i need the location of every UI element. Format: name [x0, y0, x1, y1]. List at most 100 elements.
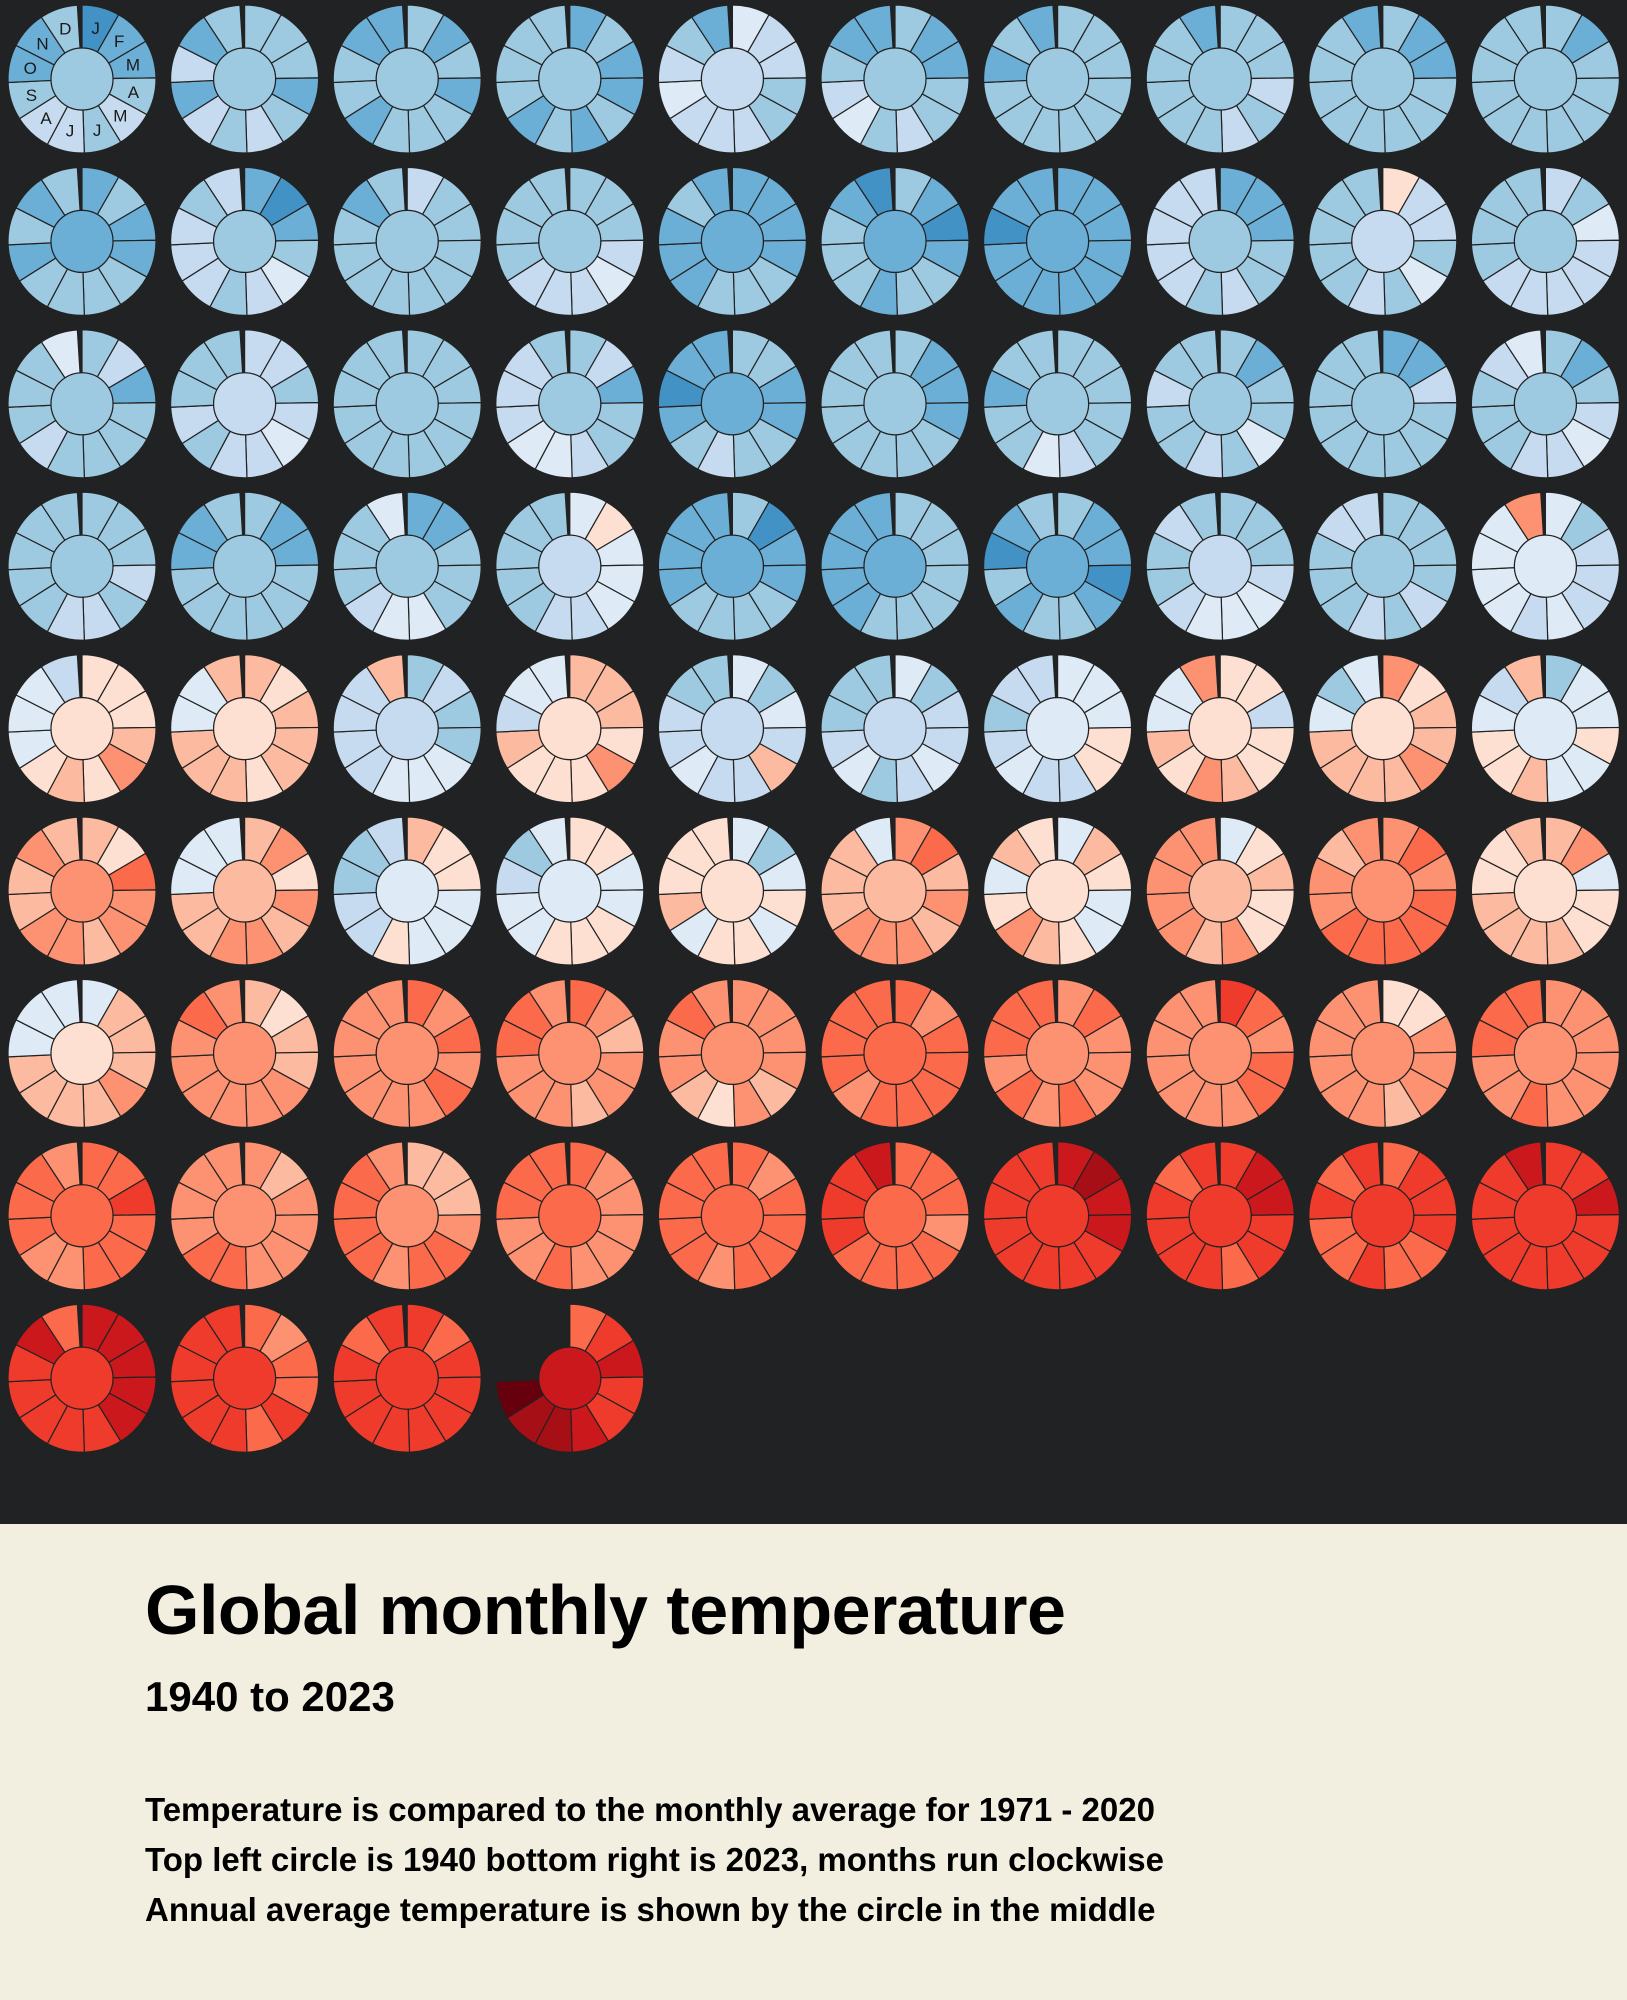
year-circle-1981	[170, 653, 320, 804]
year-circle-2022	[332, 1303, 482, 1453]
year-circle-1952	[332, 166, 482, 316]
year-circle-1960	[7, 329, 157, 479]
annual-center-1985	[863, 696, 927, 761]
month-label: J	[66, 122, 75, 141]
year-circle-1971	[170, 491, 320, 641]
annual-center-1952	[375, 209, 439, 273]
year-circle-1977	[1145, 491, 1295, 641]
year-circle-1994	[657, 816, 808, 966]
annual-center-2005	[863, 1021, 927, 1086]
month-label: D	[59, 20, 71, 39]
annual-center-1980	[50, 696, 114, 761]
annual-center-1976	[1025, 534, 1090, 598]
annual-center-2006	[1025, 1021, 1090, 1086]
annual-center-2018	[1351, 1184, 1415, 1248]
annual-center-1968	[1351, 372, 1415, 436]
annual-center-2004	[700, 1021, 765, 1086]
annual-center-2021	[213, 1346, 277, 1410]
year-circle-2007	[1145, 978, 1295, 1128]
annual-center-2011	[213, 1184, 277, 1248]
year-circle-1997	[1145, 816, 1295, 966]
month-label: F	[114, 32, 124, 51]
annual-center-1948	[1351, 47, 1415, 111]
annual-center-1964	[700, 372, 765, 436]
year-circle-1972	[332, 491, 482, 641]
year-circle-2020	[7, 1303, 157, 1453]
year-circle-2010	[7, 1141, 157, 1291]
annual-center-1975	[863, 534, 927, 598]
year-circle-1989	[1470, 653, 1620, 804]
year-circle-1941	[170, 4, 320, 154]
annual-center-1953	[538, 209, 602, 273]
year-circle-2015	[820, 1141, 970, 1291]
year-circle-1961	[170, 329, 320, 479]
annual-center-1941	[213, 47, 277, 111]
year-circle-1942	[332, 4, 482, 154]
annual-center-1992	[375, 859, 439, 923]
annual-center-1995	[863, 859, 927, 923]
annual-center-2001	[213, 1021, 277, 1086]
year-circle-2016	[983, 1141, 1133, 1291]
annual-center-2019	[1513, 1184, 1578, 1248]
note-layout: Top left circle is 1940 bottom right is …	[145, 1841, 1165, 1878]
year-circle-1962	[332, 329, 482, 479]
year-circle-2004	[657, 978, 808, 1128]
year-circle-2005	[820, 978, 970, 1128]
annual-center-2020	[50, 1346, 114, 1410]
annual-center-1963	[538, 372, 602, 436]
year-circle-1986	[983, 653, 1133, 804]
annual-center-1990	[50, 859, 114, 923]
annual-center-1982	[375, 696, 439, 761]
month-label: A	[40, 109, 52, 128]
year-circle-1979	[1470, 491, 1620, 641]
annual-center-1979	[1513, 534, 1578, 598]
annual-center-1961	[213, 372, 277, 436]
annual-center-1987	[1188, 696, 1252, 761]
annual-center-1981	[213, 696, 277, 761]
annual-center-1965	[863, 372, 927, 436]
year-circle-2014	[657, 1141, 808, 1291]
annual-center-1957	[1188, 209, 1252, 273]
annual-center-1950	[50, 209, 114, 273]
annual-center-1947	[1188, 47, 1252, 111]
annual-center-1970	[50, 534, 114, 598]
annual-center-1984	[700, 696, 765, 761]
annual-center-2010	[50, 1184, 114, 1248]
year-circle-1998	[1308, 816, 1458, 966]
annual-center-1940	[50, 47, 114, 111]
year-circle-1956	[983, 166, 1133, 316]
annual-center-1955	[863, 209, 927, 273]
annual-center-2022	[375, 1346, 439, 1410]
annual-center-1998	[1351, 859, 1415, 923]
annual-center-1973	[538, 534, 602, 598]
year-circle-1955	[820, 166, 970, 316]
annual-center-1996	[1025, 859, 1090, 923]
year-circle-1993	[495, 816, 645, 966]
annual-center-2015	[863, 1184, 927, 1248]
annual-center-1966	[1025, 372, 1090, 436]
year-circle-1943	[495, 4, 645, 154]
year-circle-1968	[1308, 329, 1458, 479]
year-circle-2011	[170, 1141, 320, 1291]
annual-center-2013	[538, 1184, 602, 1248]
annual-center-1945	[863, 47, 927, 111]
year-circle-1983	[495, 653, 645, 804]
year-circle-1970	[7, 491, 157, 641]
annual-center-1959	[1513, 209, 1578, 273]
annual-center-1997	[1188, 859, 1252, 923]
year-circle-1999	[1470, 816, 1620, 966]
year-circle-2006	[983, 978, 1133, 1128]
year-circle-1973	[495, 491, 645, 641]
annual-center-1999	[1513, 859, 1578, 923]
annual-center-2023	[538, 1346, 602, 1410]
annual-center-1949	[1513, 47, 1578, 111]
annual-center-1946	[1025, 47, 1090, 111]
month-label: M	[126, 56, 140, 75]
annual-center-2007	[1188, 1021, 1252, 1086]
annual-center-1991	[213, 859, 277, 923]
annual-center-1971	[213, 534, 277, 598]
month-label: M	[113, 107, 127, 126]
year-circle-1966	[983, 329, 1133, 479]
year-circle-1949	[1470, 4, 1620, 154]
